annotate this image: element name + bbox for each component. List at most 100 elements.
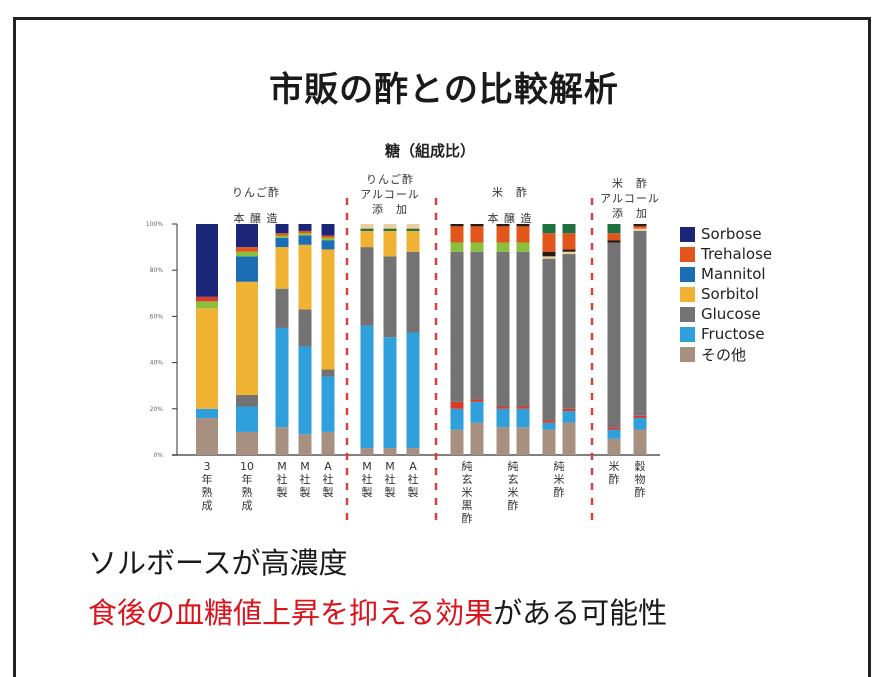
bar-segment-Glucose: [496, 251, 510, 407]
bar-segment-その他: [275, 427, 289, 455]
bar-segment-Fructose: [383, 337, 397, 449]
x-category-label: 製: [277, 485, 288, 499]
bar-segment-Fructose: [450, 408, 464, 430]
bar-segment-Mannitol: [321, 240, 335, 250]
bar-segment-minor-black: [607, 240, 621, 243]
bar-segment-その他: [470, 422, 484, 455]
x-category-label: 製: [408, 485, 419, 499]
bar-segment-Glucose: [516, 251, 530, 407]
bar-segment-Trehalose: [633, 226, 647, 229]
bar-segment-Glucose: [275, 288, 289, 328]
bar-segment-minor-black: [516, 224, 530, 227]
x-category-label: 玄: [462, 472, 473, 486]
bar-segment-その他: [236, 431, 258, 455]
bar-segment-minor-red: [607, 427, 621, 430]
group-heading: りんご酢本 醸 造: [206, 180, 306, 232]
y-tick-label: 40%: [150, 360, 164, 367]
bar-segment-minor-darkgreen: [562, 224, 576, 234]
bar-segment-Glucose: [607, 242, 621, 428]
bar-segment-Fructose: [633, 418, 647, 430]
bar-segment-minor-red: [633, 415, 647, 419]
bar-segment-Sorbitol: [196, 308, 218, 409]
bar-segment-minor-tan: [562, 251, 576, 255]
group-heading-line: 本 醸 造: [487, 212, 533, 225]
legend-swatch: [680, 346, 695, 362]
group-heading: 米 酢本 醸 造: [460, 180, 560, 232]
bar-segment-Glucose: [470, 251, 484, 400]
bar-segment-Glucose: [406, 251, 420, 333]
bar-segment-minor-tan: [406, 224, 420, 229]
x-category-label: 製: [385, 485, 396, 499]
x-category-label: 酢: [462, 511, 473, 525]
legend-label: Sorbose: [701, 225, 762, 243]
bar-segment-minor-darkgreen: [607, 224, 621, 234]
bar-segment-Trehalose: [496, 226, 510, 243]
bar-segment-Sorbose: [321, 224, 335, 236]
x-category-label: 純: [462, 460, 473, 473]
x-category-label: M: [385, 460, 395, 473]
bar-segment-Glucose: [562, 254, 576, 409]
x-category-label: 年: [242, 472, 253, 486]
legend-label: Mannitol: [701, 265, 766, 283]
x-category-label: 酢: [609, 472, 620, 486]
bar-segment-Glucose: [450, 251, 464, 402]
caption-rest: がある可能性: [493, 596, 668, 630]
legend-item: Fructose: [680, 324, 772, 344]
legend-label: Glucose: [701, 305, 761, 323]
bar-segment-Trehalose: [607, 233, 621, 241]
x-category-label: 成: [202, 499, 213, 512]
bar-segment-Trehalose: [516, 226, 530, 243]
slide-title: 市販の酢との比較解析: [269, 70, 619, 110]
bar-segment-Fructose: [607, 429, 621, 439]
bar-segment-minor-tan: [383, 224, 397, 229]
bar-segment-Fructose: [298, 346, 312, 435]
x-category-label: 社: [277, 472, 288, 486]
group-heading-line: 米 酢: [492, 186, 528, 199]
legend-item: Glucose: [680, 304, 772, 324]
bar-segment-Trehalose: [275, 233, 289, 236]
bar-segment-minor-tan: [360, 224, 374, 229]
bar-segment-Sorbitol: [360, 230, 374, 248]
group-heading: 米 酢アルコール添 加: [580, 176, 680, 221]
bar-segment-Trehalose: [298, 230, 312, 234]
bar-segment-Sorbose: [236, 224, 258, 248]
bar-segment-minor-black: [562, 249, 576, 252]
bar-segment-minor-green: [275, 235, 289, 238]
x-category-label: 穀: [635, 460, 646, 473]
bar-segment-Glucose: [542, 258, 556, 421]
bar-segment-minor-black: [633, 224, 647, 227]
legend-swatch: [680, 246, 695, 262]
bar-segment-minor-green: [470, 242, 484, 252]
chart-title: 糖（組成比）: [384, 142, 475, 160]
x-category-label: 10: [240, 460, 254, 473]
bar-segment-minor-green: [516, 242, 530, 252]
bar-segment-minor-darkgreen: [383, 228, 397, 231]
legend-label: その他: [701, 345, 747, 364]
x-category-label: M: [277, 460, 287, 473]
x-category-label: 製: [300, 485, 311, 499]
bar-segment-Sorbose: [298, 224, 312, 231]
bar-segment-Fructose: [516, 408, 530, 428]
bar-segment-minor-green: [321, 237, 335, 241]
x-category-label: 酢: [635, 485, 646, 499]
y-tick-label: 60%: [150, 313, 164, 320]
slide-frame: [13, 17, 871, 677]
bar-segment-Fructose: [542, 422, 556, 430]
x-category-label: 玄: [508, 472, 519, 486]
bar-segment-Glucose: [298, 309, 312, 347]
group-heading-line: りんご酢: [232, 186, 280, 199]
legend: Sorbose Trehalose Mannitol Sorbitol Glucose F…: [680, 224, 772, 364]
bar-segment-Sorbitol: [275, 247, 289, 289]
group-heading-line: 米 酢: [612, 177, 648, 190]
bar-segment-Sorbose: [196, 224, 218, 297]
x-category-label: 成: [242, 499, 253, 512]
bar-segment-minor-red: [516, 406, 530, 409]
x-category-label: 3: [204, 460, 211, 473]
bar-segment-minor-green: [450, 242, 464, 252]
x-category-label: 物: [635, 472, 646, 486]
bar-segment-minor-black: [542, 251, 556, 257]
bar-segment-Sorbitol: [383, 230, 397, 257]
bar-segment-その他: [450, 429, 464, 455]
x-category-label: M: [362, 460, 372, 473]
legend-item: Trehalose: [680, 244, 772, 264]
